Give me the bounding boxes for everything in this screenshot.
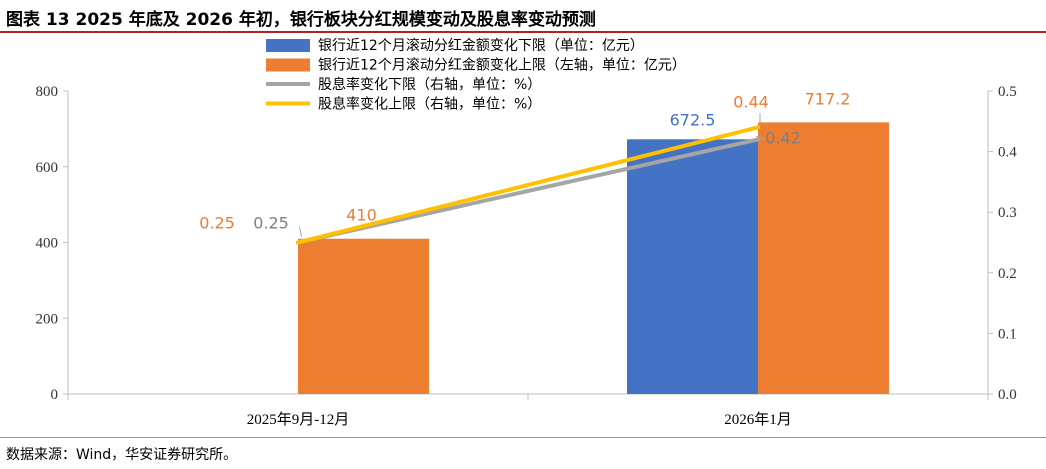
- bar-lower: [627, 139, 758, 394]
- source-note: 数据来源：Wind，华安证券研究所。: [6, 447, 238, 463]
- x-axis-category-label: 2026年1月: [724, 411, 792, 428]
- leader-line: [299, 226, 302, 237]
- left-axis-tick-label: 400: [36, 236, 59, 252]
- legend-entry-label: 银行近12个月滚动分红金额变化上限（左轴，单位：亿元）: [318, 57, 686, 74]
- data-label-line-lower: 0.25: [253, 214, 289, 233]
- line-series-dividend-yield-upper: [296, 125, 760, 245]
- legend-entry-label: 股息率变化下限（右轴，单位：%）: [318, 76, 541, 93]
- right-axis-tick-label: 0.3: [998, 205, 1017, 221]
- right-axis-tick-label: 0.5: [998, 84, 1017, 100]
- x-axis-category-label: 2025年9月-12月: [247, 411, 350, 428]
- source-divider: [0, 437, 1046, 438]
- left-axis-tick-label: 600: [36, 160, 59, 176]
- leader-line: [755, 135, 765, 139]
- bar-upper: [298, 238, 429, 394]
- left-axis-tick-label: 200: [36, 311, 59, 327]
- chart-area: 0 200 400 600 800 0.0 0.1 0.2 0.3 0.4 0.5 2025年9月-1…: [36, 37, 1018, 428]
- legend-swatch-bar: [266, 39, 310, 52]
- chart-title: 图表 13 2025 年底及 2026 年初，银行板块分红规模变动及股息率变动预…: [6, 10, 596, 30]
- right-axis-tick-label: 0.2: [998, 266, 1017, 282]
- legend-entry-label: 股息率变化上限（右轴，单位：%）: [318, 96, 541, 113]
- left-axis-tick-label: 0: [51, 387, 59, 403]
- right-axis-tick-label: 0.0: [998, 387, 1017, 403]
- bar-upper: [758, 122, 889, 394]
- data-label-bar-upper: 410: [346, 206, 377, 225]
- data-label-line-upper: 0.25: [199, 214, 235, 233]
- right-axis-tick-label: 0.4: [998, 145, 1017, 161]
- legend-swatch-bar: [266, 58, 310, 72]
- title-divider: [0, 31, 1046, 33]
- data-label-line-upper: 0.44: [733, 92, 769, 111]
- right-axis-tick-label: 0.1: [998, 326, 1017, 342]
- data-label-bar-lower: 672.5: [670, 110, 716, 129]
- data-label-bar-upper: 717.2: [805, 89, 851, 108]
- left-axis-tick-label: 800: [36, 84, 59, 100]
- data-label-line-lower: 0.42: [765, 128, 801, 147]
- legend-entry-label: 银行近12个月滚动分红金额变化下限（单位：亿元）: [318, 37, 644, 54]
